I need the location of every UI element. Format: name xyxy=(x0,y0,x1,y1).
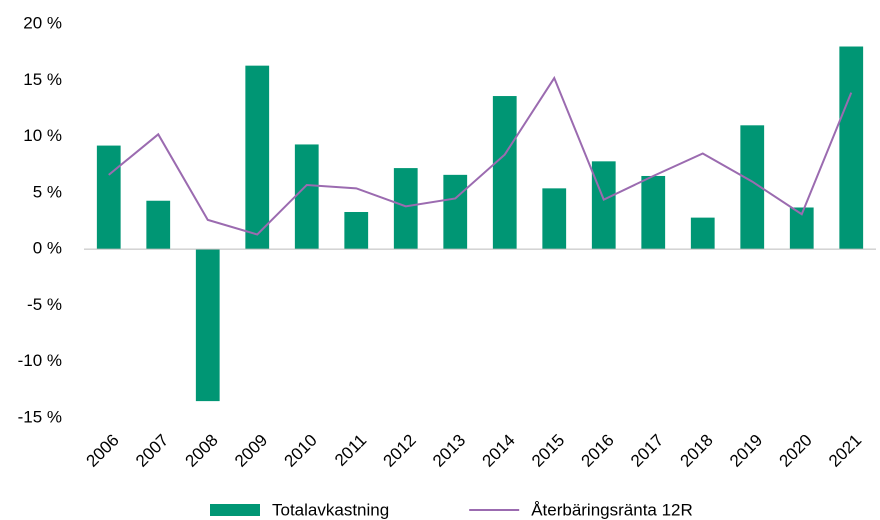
x-tick-label: 2021 xyxy=(825,431,865,471)
x-tick-label: 2014 xyxy=(479,431,519,471)
bar xyxy=(789,207,814,250)
bar xyxy=(641,175,666,250)
x-tick-label: 2006 xyxy=(83,431,123,471)
y-tick-label: 20 % xyxy=(23,13,62,32)
bar xyxy=(740,125,765,250)
x-tick-label: 2008 xyxy=(182,431,222,471)
y-tick-label: 5 % xyxy=(33,182,62,201)
x-tick-label: 2019 xyxy=(726,431,766,471)
x-tick-label: 2016 xyxy=(578,431,618,471)
y-tick-label: 0 % xyxy=(33,239,62,258)
bar xyxy=(492,96,517,250)
bar xyxy=(96,145,121,250)
y-tick-label: 10 % xyxy=(23,126,62,145)
bar xyxy=(393,168,418,250)
y-tick-label: 15 % xyxy=(23,70,62,89)
x-tick-label: 2009 xyxy=(231,431,271,471)
x-tick-label: 2012 xyxy=(380,431,420,471)
x-tick-label: 2015 xyxy=(528,431,568,471)
bar xyxy=(344,211,369,250)
bar xyxy=(443,174,468,250)
x-tick-label: 2018 xyxy=(677,431,717,471)
x-tick-label: 2020 xyxy=(776,431,816,471)
bar xyxy=(839,46,864,250)
line xyxy=(108,75,853,236)
legend-swatch xyxy=(210,504,260,516)
bar xyxy=(146,200,171,250)
x-tick-label: 2010 xyxy=(281,431,321,471)
legend-label: Totalavkastning xyxy=(272,500,389,519)
y-tick-label: -15 % xyxy=(18,407,62,426)
x-tick-label: 2013 xyxy=(429,431,469,471)
x-tick-label: 2011 xyxy=(331,431,370,470)
y-tick-label: -5 % xyxy=(27,295,62,314)
bar xyxy=(542,188,567,250)
bar xyxy=(690,217,715,250)
y-tick-label: -10 % xyxy=(18,351,62,370)
x-tick-label: 2007 xyxy=(132,431,172,471)
bar xyxy=(195,249,220,402)
bar xyxy=(294,144,319,250)
legend-label: Återbäringsränta 12R xyxy=(531,500,693,519)
x-tick-label: 2017 xyxy=(627,431,667,471)
bar xyxy=(591,161,616,250)
bar xyxy=(245,65,270,250)
